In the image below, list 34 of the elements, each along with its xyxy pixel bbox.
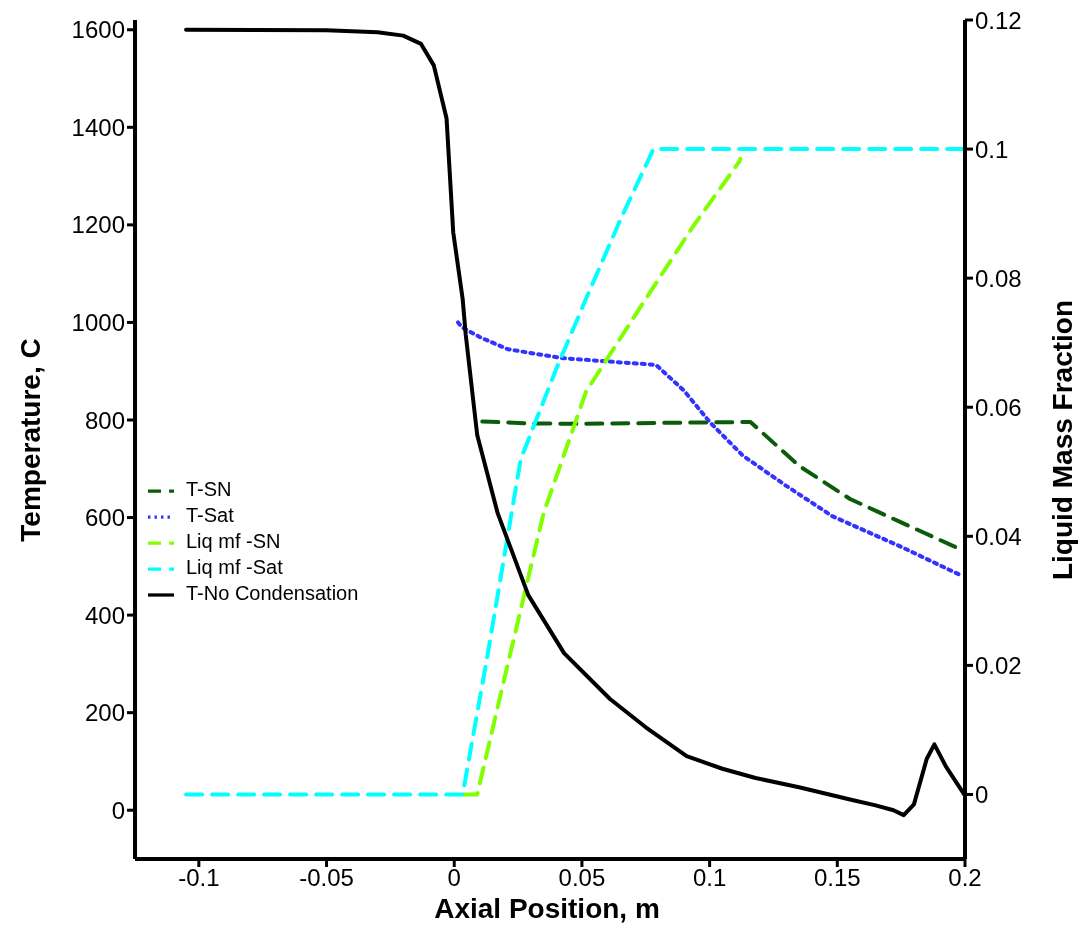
x-tick-label: 0.2 [948,864,982,892]
y-tick-label: 1200 [71,211,125,239]
line-series [480,419,959,550]
x-tick-label: 0.15 [813,864,861,892]
x-tick-label: -0.05 [299,864,354,892]
y-tick-label: 400 [84,601,125,629]
legend-label: Liq mf -SN [186,530,281,553]
y2-tick-label: 0.12 [975,6,1022,34]
y2-tick-label: 0.08 [975,264,1022,292]
y-tick-label: 800 [84,406,125,434]
line-series [460,156,743,797]
x-tick-label: 0.05 [558,864,606,892]
legend-label: T-Sat [186,504,234,527]
y-tick-label: 0 [111,796,125,824]
y-tick-label: 1400 [71,113,125,141]
y-tick-label: 200 [84,699,125,727]
y2-tick-label: 0.06 [975,393,1022,421]
legend-label: Liq mf -Sat [186,556,283,579]
legend-label: T-SN [186,478,232,501]
x-tick-label: -0.1 [178,864,220,892]
y2-tick-label: 0.04 [975,522,1022,550]
y-tick-label: 1600 [71,16,125,44]
y2-tick-label: 0 [975,780,989,808]
y2-tick-label: 0.1 [975,135,1009,163]
y2-tick-label: 0.02 [975,651,1022,679]
y-tick-label: 600 [84,504,125,532]
legend-label: T-No Condensation [186,582,359,605]
y-tick-label: 1000 [71,308,125,336]
line-series [184,147,965,797]
y2-axis-title: Liquid Mass Fraction [1047,299,1078,581]
x-axis-title: Axial Position, m [434,893,660,924]
y-axis-title: Temperature, C [15,338,46,542]
x-tick-label: 0.1 [692,864,727,892]
x-tick-label: 0 [447,864,461,892]
